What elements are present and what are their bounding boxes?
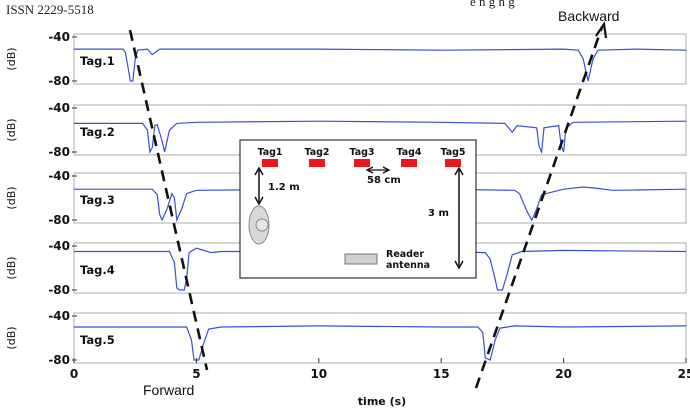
panel-1: -40 -80 (dB) Tag.1: [5, 30, 687, 88]
inset-tag-marker: [262, 159, 278, 167]
inset-tag-label: Tag4: [396, 147, 421, 158]
spacing-arrow-left-head: [365, 166, 374, 174]
arrow-head-down: [254, 196, 264, 206]
y-axis-title: (dB): [5, 118, 18, 141]
y-tick-label: -40: [48, 239, 70, 253]
series-line-tag2: [74, 120, 687, 155]
x-axis: 0 5 10 15 20 25: [70, 358, 690, 381]
reader-label-line2: antenna: [386, 260, 430, 271]
inset-tag-label: Tag5: [440, 147, 465, 158]
y-tick-label: -80: [48, 353, 70, 367]
spacing-arrow-right-head: [382, 166, 391, 174]
x-tick-label: 5: [192, 367, 200, 381]
y-axis-title: (dB): [5, 47, 18, 70]
y-tick-label: -80: [48, 74, 70, 88]
y-axis-title: (dB): [5, 186, 18, 209]
y-tick-label: -40: [48, 169, 70, 183]
panel-tag-label: Tag.2: [80, 125, 115, 139]
inset-tag-marker: [401, 159, 417, 167]
journal-header: ISSN 2229-5518: [6, 2, 94, 17]
forward-path-line: [128, 29, 209, 371]
arrow-head-up: [254, 166, 264, 176]
panel-tag-label: Tag.3: [80, 193, 115, 207]
backward-arrow-head: [595, 20, 608, 39]
setup-inset: Tag1 Tag2 Tag3 Tag4 Tag5 1.2 m 58 cm 3 m Rea…: [239, 139, 477, 279]
reader-antenna-icon: [344, 253, 378, 265]
title-fragment: e n g n g: [470, 0, 515, 9]
y-tick-label: -80: [48, 145, 70, 159]
forward-label: Forward: [143, 382, 194, 398]
panel-tag-label: Tag.4: [80, 263, 115, 277]
x-tick-label: 25: [678, 367, 690, 381]
distance-label-vertical: 1.2 m: [268, 182, 300, 193]
inset-tags: Tag1 Tag2 Tag3 Tag4 Tag5: [257, 147, 466, 167]
inset-tag-marker: [354, 159, 370, 167]
series-line-tag1: [74, 48, 687, 82]
series-line-tag5: [74, 325, 687, 361]
panel-tag-label: Tag.5: [80, 333, 115, 347]
y-tick-label: -80: [48, 213, 70, 227]
reader-label-line1: Reader: [386, 249, 424, 260]
panel-5: -40 -80 (dB) Tag.5: [5, 309, 687, 367]
inset-tag-label: Tag2: [304, 147, 329, 158]
y-tick-label: -40: [48, 309, 70, 323]
panel-2: -40 -80 (dB) Tag.2: [5, 101, 687, 159]
panel-tag-label: Tag.1: [80, 54, 115, 68]
y-axis-title: (dB): [5, 256, 18, 279]
x-tick-label: 15: [433, 367, 450, 381]
y-tick-label: -80: [48, 283, 70, 297]
inset-tag-marker: [445, 159, 461, 167]
range-arrow-head-up: [454, 166, 464, 176]
y-tick-label: -40: [48, 101, 70, 115]
panel-frame: [73, 312, 687, 364]
y-tick-label: -40: [48, 30, 70, 44]
backward-path-line: [474, 26, 604, 389]
x-axis-title: time (s): [358, 395, 406, 408]
inset-tag-label: Tag1: [257, 147, 282, 158]
spacing-label: 58 cm: [367, 175, 401, 186]
distance-label-range: 3 m: [428, 208, 449, 219]
range-arrow-head-down: [454, 260, 464, 270]
x-tick-label: 10: [310, 367, 327, 381]
inset-tag-label: Tag3: [349, 147, 374, 158]
person-icon: [248, 205, 270, 245]
inset-tag-marker: [309, 159, 325, 167]
x-tick-label: 0: [70, 367, 78, 381]
x-tick-label: 20: [555, 367, 572, 381]
y-axis-title: (dB): [5, 326, 18, 349]
panel-frame: [73, 33, 687, 85]
backward-label: Backward: [558, 8, 619, 24]
